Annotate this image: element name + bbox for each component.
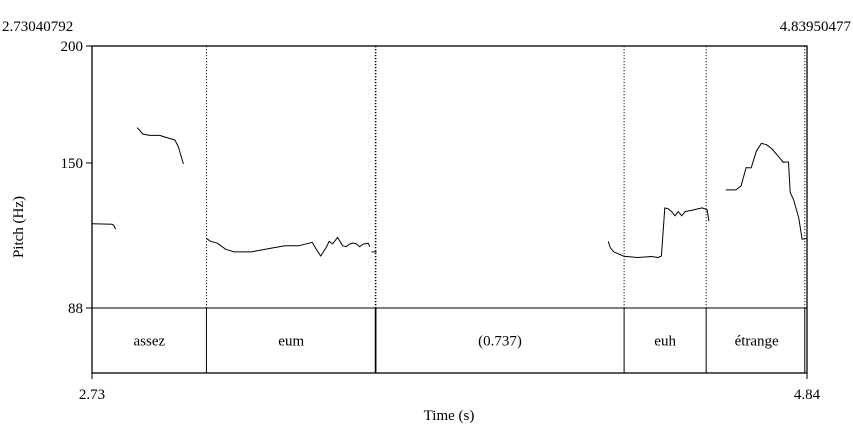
y-tick-label: 150 (61, 156, 84, 172)
interval-label: étrange (735, 334, 779, 350)
y-axis-label: Pitch (Hz) (11, 196, 27, 258)
interval-label: assez (133, 334, 165, 350)
interval-label: (0.737) (478, 334, 522, 350)
tier-boundaries (205, 46, 806, 373)
x-tick-label: 4.84 (794, 387, 821, 403)
pitch-segment-1 (136, 127, 184, 165)
interval-label: eum (278, 334, 304, 350)
plot-frame (91, 45, 808, 374)
x-axis-ticks: 2.73 4.84 (79, 373, 821, 403)
window-end-time: 4.83950477 (780, 19, 852, 35)
pitch-segment-2 (206, 236, 371, 257)
x-tick-label: 2.73 (79, 387, 105, 403)
pitch-segment-0 (92, 223, 117, 230)
y-tick-label: 200 (61, 39, 84, 55)
pitch-segment-5 (725, 142, 808, 240)
pitch-contours (92, 127, 808, 258)
y-tick-label: 88 (68, 301, 83, 317)
pitch-segment-4 (607, 207, 710, 258)
tier-labels: assez eum (0.737) euh étrange (133, 334, 779, 350)
y-axis-ticks: 88 150 200 (61, 39, 92, 317)
window-start-time: 2.73040792 (2, 19, 73, 35)
x-axis-label: Time (s) (424, 408, 475, 424)
interval-label: euh (654, 334, 676, 350)
